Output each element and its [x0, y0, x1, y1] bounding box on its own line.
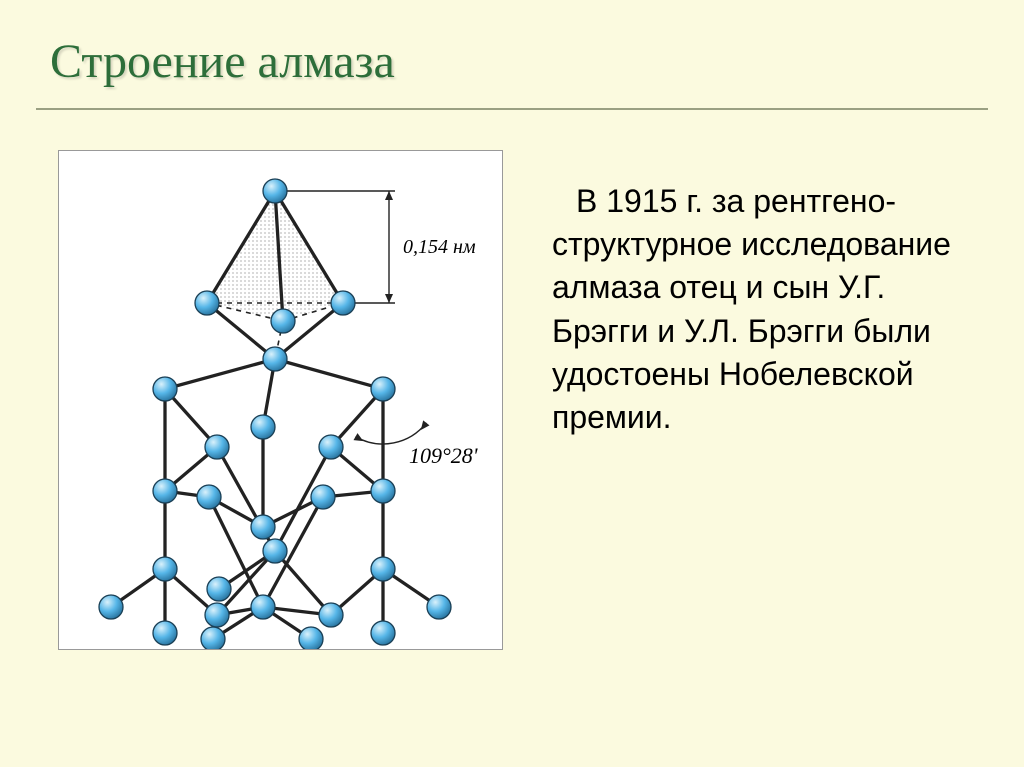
text-column: В 1915 г. за рентгено-структурное исслед…: [518, 150, 966, 717]
slide-container: Строение алмаза 0,154 нм 109°28' В 1915 г…: [0, 0, 1024, 767]
diamond-lattice-svg: 0,154 нм 109°28': [59, 151, 502, 649]
content-row: 0,154 нм 109°28' В 1915 г. за рентгено-ст…: [58, 150, 966, 717]
title-underline: [36, 108, 988, 110]
diamond-structure-diagram: 0,154 нм 109°28': [58, 150, 503, 650]
body-paragraph: В 1915 г. за рентгено-структурное исслед…: [552, 180, 966, 439]
svg-text:0,154 нм: 0,154 нм: [403, 236, 476, 258]
diagram-column: 0,154 нм 109°28': [58, 150, 518, 717]
svg-text:109°28': 109°28': [409, 443, 478, 468]
page-title: Строение алмаза: [50, 34, 395, 89]
